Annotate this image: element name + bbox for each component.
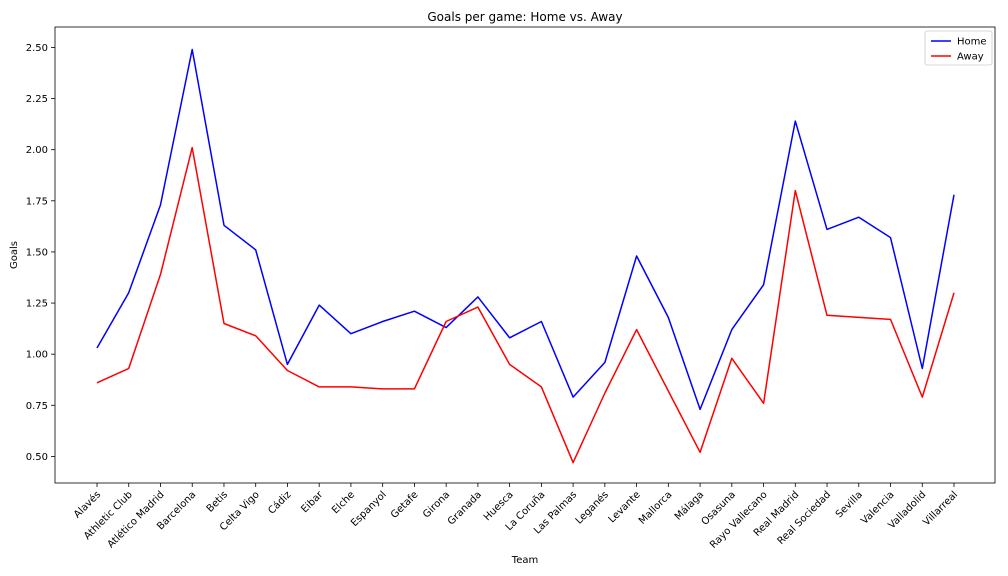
y-tick-label: 0.75 [26, 401, 48, 412]
legend: Home Away [924, 30, 993, 66]
series-line-home [96, 48, 955, 411]
x-axis-label: Team [511, 555, 538, 566]
series-line-away [96, 146, 955, 464]
y-tick-label: 1.00 [26, 350, 48, 361]
series-layer [96, 48, 955, 464]
legend-label-away: Away [957, 52, 984, 63]
y-tick-label: 2.25 [26, 94, 48, 105]
y-axis-label: Goals [9, 241, 20, 269]
series-away [96, 146, 955, 464]
y-tick-label: 1.75 [26, 196, 48, 207]
y-tick-label: 0.50 [26, 452, 48, 463]
y-tick-label: 1.25 [26, 299, 48, 310]
plot-area-frame [54, 26, 996, 484]
chart-title: Goals per game: Home vs. Away [427, 10, 622, 24]
series-home [96, 48, 955, 411]
y-tick-label: 1.50 [26, 247, 48, 258]
legend-label-home: Home [957, 37, 987, 48]
y-tick-label: 2.00 [26, 145, 48, 156]
y-axis: 0.50 0.75 1.00 1.25 1.50 1.75 2.00 2.25 2.50 [26, 43, 55, 463]
y-tick-label: 2.50 [26, 43, 48, 54]
